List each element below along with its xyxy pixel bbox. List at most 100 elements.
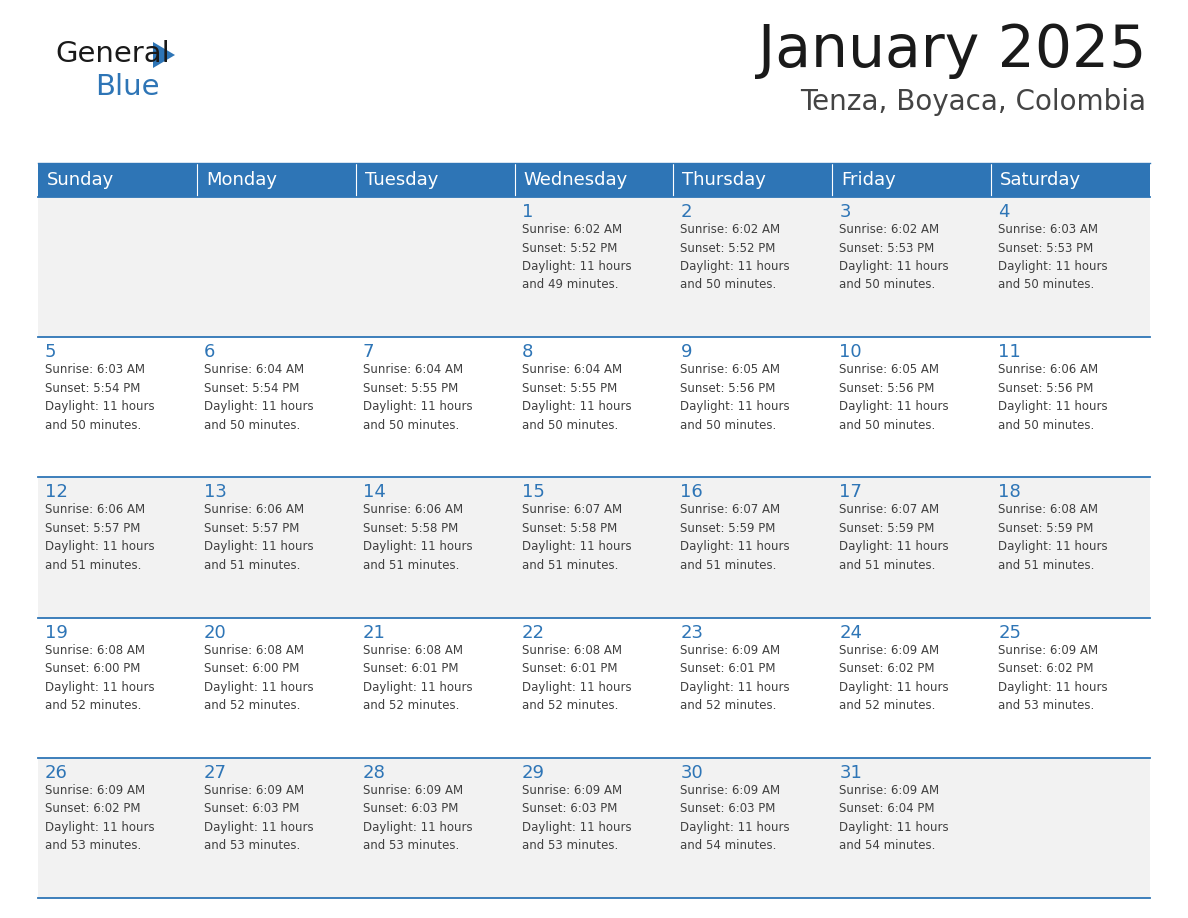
Bar — [674, 337, 833, 477]
Bar — [514, 477, 674, 618]
Bar — [991, 163, 1150, 197]
Bar — [674, 163, 833, 197]
Text: Sunrise: 6:09 AM
Sunset: 6:02 PM
Daylight: 11 hours
and 53 minutes.: Sunrise: 6:09 AM Sunset: 6:02 PM Dayligh… — [45, 784, 154, 852]
Bar — [514, 197, 674, 337]
Text: 10: 10 — [839, 343, 862, 361]
Bar — [38, 618, 197, 757]
Text: Sunrise: 6:07 AM
Sunset: 5:59 PM
Daylight: 11 hours
and 51 minutes.: Sunrise: 6:07 AM Sunset: 5:59 PM Dayligh… — [681, 503, 790, 572]
Bar — [514, 337, 674, 477]
Bar — [991, 477, 1150, 618]
Text: 19: 19 — [45, 623, 68, 642]
Text: Saturday: Saturday — [1000, 171, 1081, 189]
Text: 16: 16 — [681, 484, 703, 501]
Text: General: General — [55, 40, 170, 68]
Bar — [991, 337, 1150, 477]
Text: Sunday: Sunday — [48, 171, 114, 189]
Text: 5: 5 — [45, 343, 57, 361]
Bar — [197, 477, 355, 618]
Bar — [991, 197, 1150, 337]
Text: 9: 9 — [681, 343, 691, 361]
Text: Sunrise: 6:06 AM
Sunset: 5:57 PM
Daylight: 11 hours
and 51 minutes.: Sunrise: 6:06 AM Sunset: 5:57 PM Dayligh… — [204, 503, 314, 572]
Text: Sunrise: 6:06 AM
Sunset: 5:56 PM
Daylight: 11 hours
and 50 minutes.: Sunrise: 6:06 AM Sunset: 5:56 PM Dayligh… — [998, 364, 1107, 431]
Text: Sunrise: 6:08 AM
Sunset: 5:59 PM
Daylight: 11 hours
and 51 minutes.: Sunrise: 6:08 AM Sunset: 5:59 PM Dayligh… — [998, 503, 1107, 572]
Bar — [197, 757, 355, 898]
Text: Sunrise: 6:07 AM
Sunset: 5:58 PM
Daylight: 11 hours
and 51 minutes.: Sunrise: 6:07 AM Sunset: 5:58 PM Dayligh… — [522, 503, 631, 572]
Bar — [355, 197, 514, 337]
Text: 3: 3 — [839, 203, 851, 221]
Text: Sunrise: 6:08 AM
Sunset: 6:01 PM
Daylight: 11 hours
and 52 minutes.: Sunrise: 6:08 AM Sunset: 6:01 PM Dayligh… — [362, 644, 473, 712]
Text: Sunrise: 6:09 AM
Sunset: 6:03 PM
Daylight: 11 hours
and 53 minutes.: Sunrise: 6:09 AM Sunset: 6:03 PM Dayligh… — [522, 784, 631, 852]
Bar — [38, 757, 197, 898]
Text: 4: 4 — [998, 203, 1010, 221]
Bar — [833, 337, 991, 477]
Text: Sunrise: 6:09 AM
Sunset: 6:01 PM
Daylight: 11 hours
and 52 minutes.: Sunrise: 6:09 AM Sunset: 6:01 PM Dayligh… — [681, 644, 790, 712]
Bar — [197, 197, 355, 337]
Bar — [514, 757, 674, 898]
Text: 26: 26 — [45, 764, 68, 782]
Bar — [514, 163, 674, 197]
Bar — [355, 163, 514, 197]
Bar — [197, 618, 355, 757]
Text: Wednesday: Wednesday — [524, 171, 627, 189]
Bar — [38, 197, 197, 337]
Bar — [38, 337, 197, 477]
Text: Monday: Monday — [206, 171, 277, 189]
Text: 21: 21 — [362, 623, 386, 642]
Bar — [355, 618, 514, 757]
Bar — [355, 477, 514, 618]
Text: Sunrise: 6:02 AM
Sunset: 5:53 PM
Daylight: 11 hours
and 50 minutes.: Sunrise: 6:02 AM Sunset: 5:53 PM Dayligh… — [839, 223, 949, 292]
Bar — [833, 197, 991, 337]
Bar — [514, 618, 674, 757]
Text: 27: 27 — [204, 764, 227, 782]
Text: 14: 14 — [362, 484, 386, 501]
Text: Sunrise: 6:09 AM
Sunset: 6:02 PM
Daylight: 11 hours
and 52 minutes.: Sunrise: 6:09 AM Sunset: 6:02 PM Dayligh… — [839, 644, 949, 712]
Text: 7: 7 — [362, 343, 374, 361]
Text: Sunrise: 6:08 AM
Sunset: 6:01 PM
Daylight: 11 hours
and 52 minutes.: Sunrise: 6:08 AM Sunset: 6:01 PM Dayligh… — [522, 644, 631, 712]
Text: Sunrise: 6:06 AM
Sunset: 5:58 PM
Daylight: 11 hours
and 51 minutes.: Sunrise: 6:06 AM Sunset: 5:58 PM Dayligh… — [362, 503, 473, 572]
Text: Sunrise: 6:03 AM
Sunset: 5:54 PM
Daylight: 11 hours
and 50 minutes.: Sunrise: 6:03 AM Sunset: 5:54 PM Dayligh… — [45, 364, 154, 431]
Text: 17: 17 — [839, 484, 862, 501]
Text: Sunrise: 6:04 AM
Sunset: 5:55 PM
Daylight: 11 hours
and 50 minutes.: Sunrise: 6:04 AM Sunset: 5:55 PM Dayligh… — [362, 364, 473, 431]
Text: 28: 28 — [362, 764, 386, 782]
Bar — [674, 618, 833, 757]
Text: Sunrise: 6:04 AM
Sunset: 5:55 PM
Daylight: 11 hours
and 50 minutes.: Sunrise: 6:04 AM Sunset: 5:55 PM Dayligh… — [522, 364, 631, 431]
Bar — [674, 477, 833, 618]
Bar — [833, 163, 991, 197]
Text: 23: 23 — [681, 623, 703, 642]
Bar — [38, 477, 197, 618]
Bar — [674, 757, 833, 898]
Text: Sunrise: 6:09 AM
Sunset: 6:03 PM
Daylight: 11 hours
and 53 minutes.: Sunrise: 6:09 AM Sunset: 6:03 PM Dayligh… — [362, 784, 473, 852]
Text: 2: 2 — [681, 203, 691, 221]
Bar — [991, 757, 1150, 898]
Text: Sunrise: 6:08 AM
Sunset: 6:00 PM
Daylight: 11 hours
and 52 minutes.: Sunrise: 6:08 AM Sunset: 6:00 PM Dayligh… — [204, 644, 314, 712]
Text: January 2025: January 2025 — [758, 22, 1146, 79]
Text: Tenza, Boyaca, Colombia: Tenza, Boyaca, Colombia — [800, 88, 1146, 116]
Bar — [38, 163, 197, 197]
Text: 12: 12 — [45, 484, 68, 501]
Text: Sunrise: 6:08 AM
Sunset: 6:00 PM
Daylight: 11 hours
and 52 minutes.: Sunrise: 6:08 AM Sunset: 6:00 PM Dayligh… — [45, 644, 154, 712]
Text: 30: 30 — [681, 764, 703, 782]
Bar — [197, 337, 355, 477]
Bar — [991, 618, 1150, 757]
Text: 24: 24 — [839, 623, 862, 642]
Polygon shape — [153, 42, 175, 68]
Text: Sunrise: 6:09 AM
Sunset: 6:04 PM
Daylight: 11 hours
and 54 minutes.: Sunrise: 6:09 AM Sunset: 6:04 PM Dayligh… — [839, 784, 949, 852]
Bar — [197, 163, 355, 197]
Text: Tuesday: Tuesday — [365, 171, 438, 189]
Text: Blue: Blue — [95, 73, 159, 101]
Bar — [674, 197, 833, 337]
Text: 15: 15 — [522, 484, 544, 501]
Bar — [833, 757, 991, 898]
Text: 18: 18 — [998, 484, 1020, 501]
Text: Sunrise: 6:09 AM
Sunset: 6:02 PM
Daylight: 11 hours
and 53 minutes.: Sunrise: 6:09 AM Sunset: 6:02 PM Dayligh… — [998, 644, 1107, 712]
Text: Sunrise: 6:04 AM
Sunset: 5:54 PM
Daylight: 11 hours
and 50 minutes.: Sunrise: 6:04 AM Sunset: 5:54 PM Dayligh… — [204, 364, 314, 431]
Text: 1: 1 — [522, 203, 533, 221]
Text: 29: 29 — [522, 764, 544, 782]
Text: Sunrise: 6:03 AM
Sunset: 5:53 PM
Daylight: 11 hours
and 50 minutes.: Sunrise: 6:03 AM Sunset: 5:53 PM Dayligh… — [998, 223, 1107, 292]
Text: Sunrise: 6:07 AM
Sunset: 5:59 PM
Daylight: 11 hours
and 51 minutes.: Sunrise: 6:07 AM Sunset: 5:59 PM Dayligh… — [839, 503, 949, 572]
Text: Sunrise: 6:06 AM
Sunset: 5:57 PM
Daylight: 11 hours
and 51 minutes.: Sunrise: 6:06 AM Sunset: 5:57 PM Dayligh… — [45, 503, 154, 572]
Text: Sunrise: 6:05 AM
Sunset: 5:56 PM
Daylight: 11 hours
and 50 minutes.: Sunrise: 6:05 AM Sunset: 5:56 PM Dayligh… — [839, 364, 949, 431]
Text: 8: 8 — [522, 343, 533, 361]
Text: Sunrise: 6:02 AM
Sunset: 5:52 PM
Daylight: 11 hours
and 49 minutes.: Sunrise: 6:02 AM Sunset: 5:52 PM Dayligh… — [522, 223, 631, 292]
Text: Sunrise: 6:05 AM
Sunset: 5:56 PM
Daylight: 11 hours
and 50 minutes.: Sunrise: 6:05 AM Sunset: 5:56 PM Dayligh… — [681, 364, 790, 431]
